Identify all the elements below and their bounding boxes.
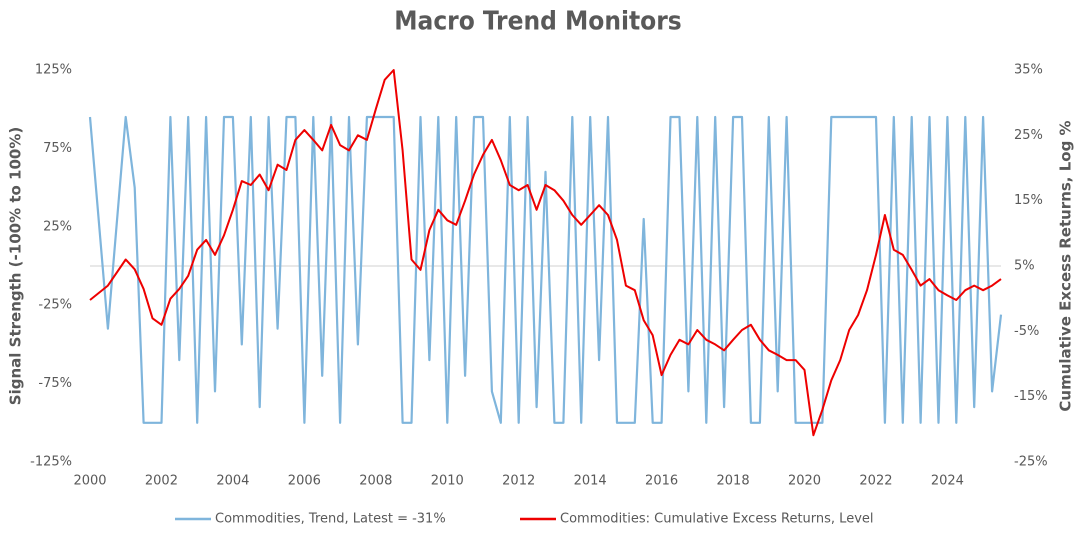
y2-axis-label: Cumulative Excess Returns, Log % [1057, 120, 1075, 411]
legend-label: Commodities, Trend, Latest = -31% [215, 512, 446, 527]
x-tick-label: 2014 [574, 474, 607, 489]
x-tick-label: 2000 [73, 474, 106, 489]
x-tick-label: 2006 [288, 474, 321, 489]
y2-tick-label: -25% [1014, 455, 1048, 470]
y-tick-label: -75% [38, 376, 72, 391]
series-line [89, 69, 1002, 437]
x-tick-label: 2022 [859, 474, 892, 489]
x-tick-label: 2008 [359, 474, 392, 489]
series-line [88, 115, 1003, 424]
y-axis-label: Signal Strength (-100% to 100%) [7, 127, 25, 405]
y-tick-label: 125% [35, 63, 72, 78]
y-tick-label: -25% [38, 298, 72, 313]
y2-tick-label: 5% [1014, 259, 1035, 274]
legend-label: Commodities: Cumulative Excess Returns, … [560, 512, 874, 527]
x-tick-label: 2002 [145, 474, 178, 489]
x-tick-label: 2004 [216, 474, 249, 489]
y2-tick-label: 25% [1014, 128, 1043, 143]
x-tick-label: 2024 [931, 474, 964, 489]
x-tick-label: 2018 [717, 474, 750, 489]
y2-tick-label: 15% [1014, 193, 1043, 208]
y-tick-label: 25% [43, 219, 72, 234]
y2-tick-label: -5% [1014, 324, 1039, 339]
y-tick-label: 75% [43, 141, 72, 156]
x-tick-label: 2020 [788, 474, 821, 489]
x-tick-label: 2016 [645, 474, 678, 489]
y-tick-label: -125% [30, 455, 72, 470]
x-tick-label: 2010 [431, 474, 464, 489]
chart-title: Macro Trend Monitors [394, 7, 681, 37]
x-tick-label: 2012 [502, 474, 535, 489]
y2-tick-label: -15% [1014, 389, 1048, 404]
y2-tick-label: 35% [1014, 63, 1043, 78]
